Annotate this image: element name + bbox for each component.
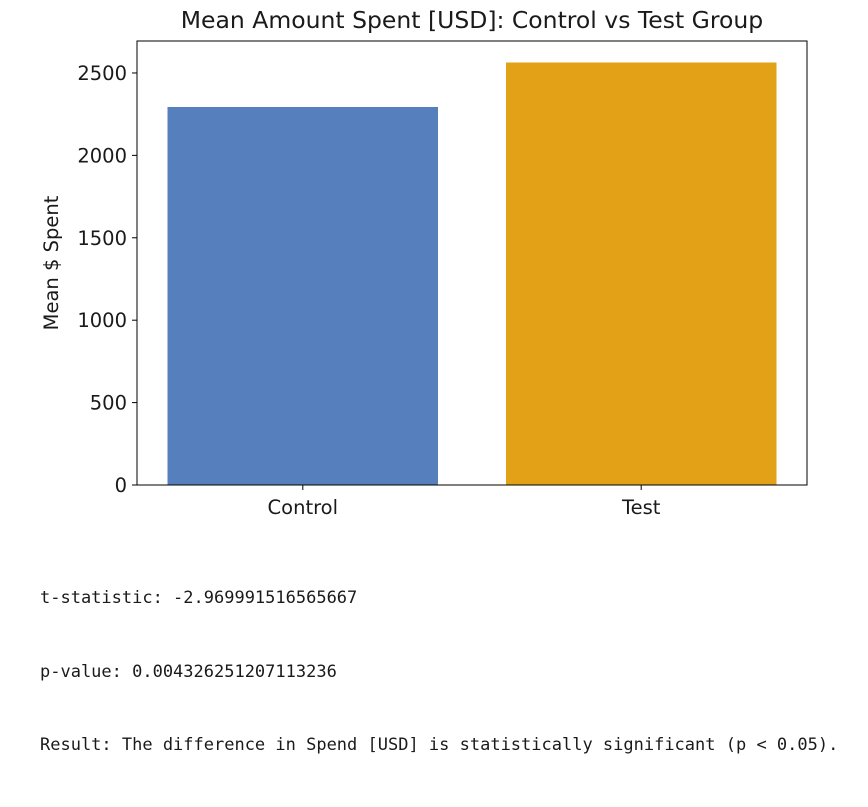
y-axis: 0 500 1000 1500 2000 2500 bbox=[77, 62, 137, 497]
chart-title: Mean Amount Spent [USD]: Control vs Test… bbox=[181, 6, 763, 34]
output-line-p-value: p-value: 0.004326251207113236 bbox=[40, 661, 337, 682]
y-tick-label: 0 bbox=[115, 474, 127, 497]
y-tick-label: 2500 bbox=[77, 62, 127, 85]
stdout-text: t-statistic: -2.969991516565667 p-value:… bbox=[40, 537, 838, 807]
output-line-t-statistic: t-statistic: -2.969991516565667 bbox=[40, 588, 358, 608]
bar-control bbox=[167, 106, 439, 486]
x-tick-label-test: Test bbox=[621, 496, 661, 519]
bar-chart: Mean Amount Spent [USD]: Control vs Test… bbox=[40, 6, 808, 519]
x-tick-label-control: Control bbox=[268, 496, 339, 519]
y-tick-label: 1500 bbox=[77, 227, 127, 250]
y-tick-label: 500 bbox=[90, 392, 127, 415]
output-line-result: Result: The difference in Spend [USD] is… bbox=[40, 735, 839, 755]
bar-test bbox=[505, 62, 777, 485]
y-tick-label: 2000 bbox=[77, 144, 127, 167]
plot-area-frame bbox=[136, 40, 808, 486]
cell-output: Mean Amount Spent [USD]: Control vs Test… bbox=[40, 6, 838, 755]
y-axis-label: Mean $ Spent bbox=[40, 195, 63, 330]
x-axis: Control Test bbox=[268, 485, 661, 519]
y-tick-label: 1000 bbox=[77, 309, 127, 332]
bar-series bbox=[167, 62, 777, 486]
